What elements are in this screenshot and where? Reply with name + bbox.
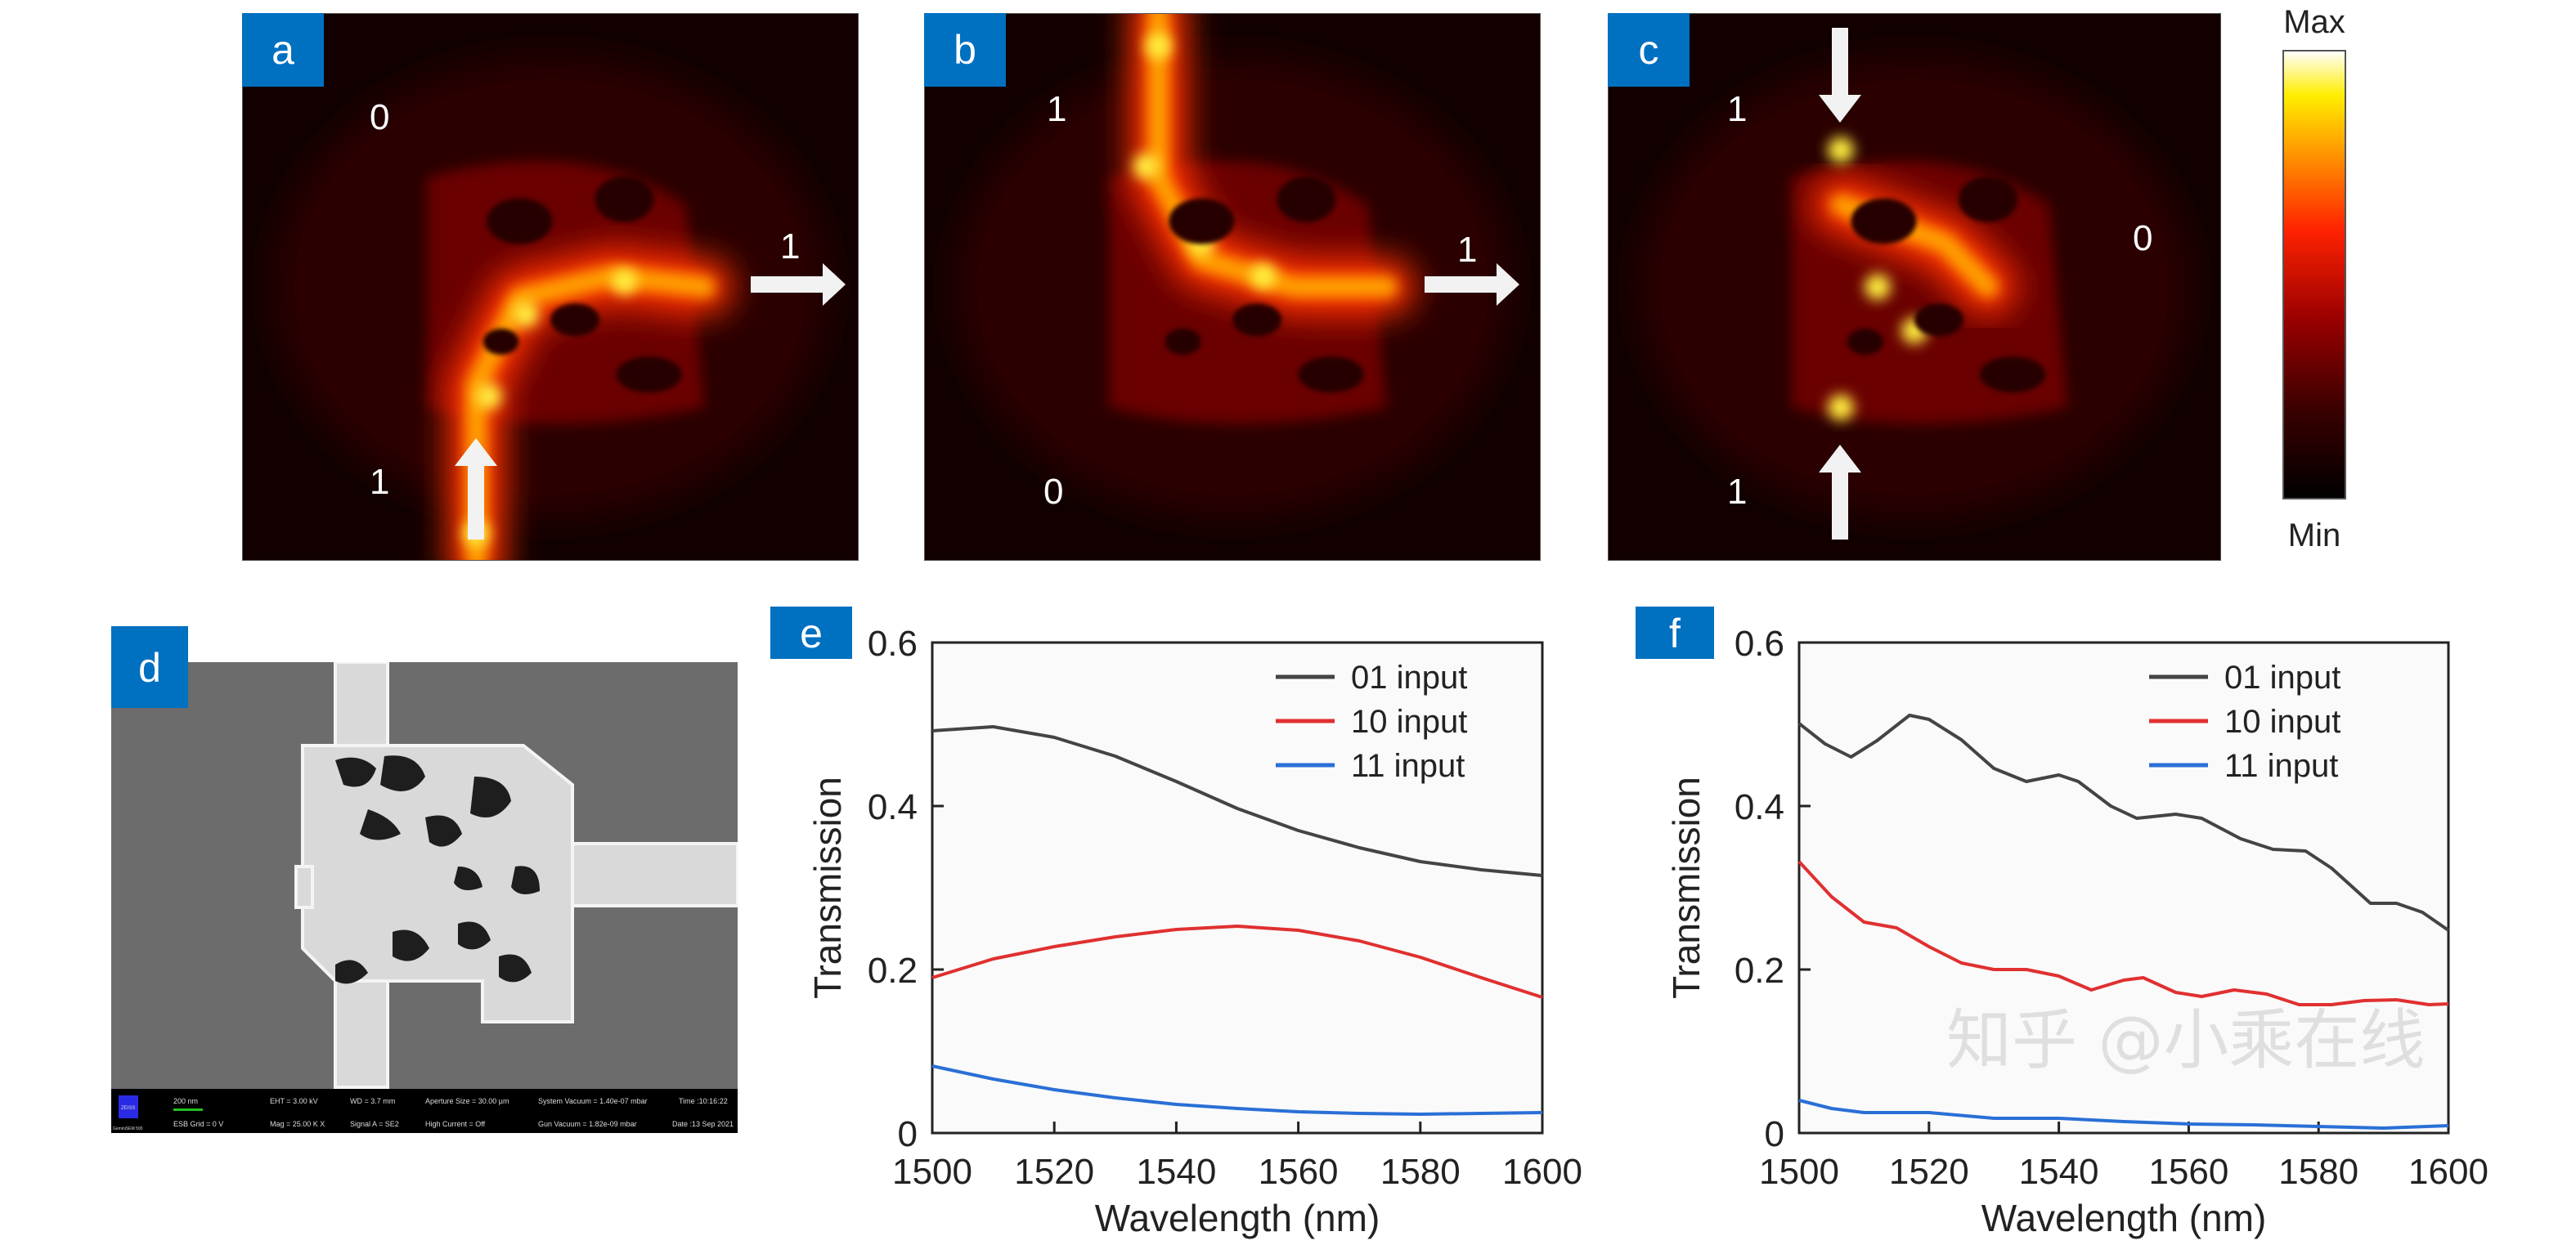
sem-time: Time :10:16:22 bbox=[679, 1097, 728, 1105]
colorbar: Max Min bbox=[2282, 4, 2346, 553]
series-line-10-input bbox=[1797, 860, 2449, 1006]
x-tick-label: 1500 bbox=[892, 1152, 972, 1192]
sem-eht: EHT = 3.00 kV bbox=[270, 1097, 318, 1105]
watermark: 知乎 @小乘在线 bbox=[1946, 1002, 2425, 1078]
legend-entry: 10 input bbox=[2224, 704, 2340, 740]
sem-mag: Mag = 25.00 K X bbox=[270, 1120, 325, 1128]
panel-label-b: b bbox=[924, 13, 1006, 87]
legend-entry: 01 input bbox=[1351, 660, 1467, 696]
colorbar-max-label: Max bbox=[2283, 4, 2345, 40]
panel-label-f: f bbox=[1636, 607, 1714, 659]
y-tick-label: 0.2 bbox=[1735, 951, 1784, 991]
chart-e: 1500 1520 1540 1560 1580 1600 0 0.2 0.4 0.6 Wavele… bbox=[806, 624, 1582, 1239]
x-tick-label: 1580 bbox=[1380, 1152, 1461, 1192]
svg-text:b: b bbox=[954, 27, 976, 73]
port-c-bottom: 1 bbox=[1727, 472, 1747, 512]
sem-esb: ESB Grid = 0 V bbox=[173, 1120, 223, 1128]
y-tick-label: 0.6 bbox=[868, 624, 918, 664]
port-b-right: 1 bbox=[1457, 230, 1477, 270]
port-a-bottom: 1 bbox=[370, 462, 389, 502]
series-line-11-input bbox=[1798, 1099, 2449, 1130]
legend-entry: 11 input bbox=[2224, 748, 2338, 784]
arrow-down-icon bbox=[1819, 28, 1861, 123]
y-axis-label: Transmission bbox=[806, 777, 849, 999]
y-tick-label: 0 bbox=[898, 1114, 918, 1154]
y-tick-label: 0.4 bbox=[868, 787, 918, 827]
svg-text:c: c bbox=[1639, 27, 1659, 73]
sem-aperture: Aperture Size = 30.00 µm bbox=[425, 1097, 509, 1105]
arrow-right-icon bbox=[1425, 263, 1519, 306]
y-tick-label: 0.4 bbox=[1735, 787, 1784, 827]
y-tick-label: 0.6 bbox=[1735, 624, 1784, 664]
series-line-10-input bbox=[931, 925, 1543, 999]
plot-area bbox=[1797, 641, 2450, 1135]
panel-label-e: e bbox=[770, 607, 852, 659]
sem-wd: WD = 3.7 mm bbox=[350, 1097, 395, 1105]
arrow-up-icon bbox=[455, 438, 497, 540]
x-tick-label: 1540 bbox=[1136, 1152, 1216, 1192]
x-axis-label: Wavelength (nm) bbox=[1981, 1197, 2267, 1239]
y-axis-label: Transmission bbox=[1665, 777, 1708, 999]
colorbar-min-label: Min bbox=[2288, 517, 2340, 553]
series-line-01-input bbox=[931, 725, 1543, 877]
sem-system-vacuum: System Vacuum = 1.40e-07 mbar bbox=[538, 1097, 648, 1105]
sem-model: GeminiSEM 500 bbox=[113, 1126, 143, 1131]
x-tick-label: 1520 bbox=[1889, 1152, 1969, 1192]
svg-text:a: a bbox=[272, 27, 294, 73]
svg-text:f: f bbox=[1669, 611, 1681, 656]
chart-f: 1500 1520 1540 1560 1580 1600 0 0.2 0.4 0.6 Wavele… bbox=[1665, 624, 2488, 1239]
sem-logo: ZEISS bbox=[121, 1106, 135, 1111]
field-map-c bbox=[1608, 13, 2221, 561]
series-line-11-input bbox=[931, 1064, 1543, 1116]
sem-high-current: High Current = Off bbox=[425, 1120, 486, 1128]
y-tick-label: 0 bbox=[1765, 1114, 1784, 1154]
port-a-right: 1 bbox=[780, 226, 800, 266]
svg-text:e: e bbox=[800, 611, 823, 656]
sem-gun-vacuum: Gun Vacuum = 1.82e-09 mbar bbox=[538, 1120, 637, 1128]
y-tick-label: 0.2 bbox=[868, 951, 918, 991]
x-tick-label: 1540 bbox=[2019, 1152, 2099, 1192]
x-tick-label: 1500 bbox=[1759, 1152, 1839, 1192]
legend-entry: 11 input bbox=[1351, 748, 1465, 784]
x-axis-label: Wavelength (nm) bbox=[1095, 1197, 1380, 1239]
svg-text:d: d bbox=[138, 645, 161, 691]
panel-label-c: c bbox=[1608, 13, 1690, 87]
legend-entry: 01 input bbox=[2224, 660, 2340, 696]
panel-label-d: d bbox=[111, 626, 188, 708]
arrow-up-icon bbox=[1819, 445, 1861, 540]
port-b-top: 1 bbox=[1047, 89, 1066, 129]
port-c-top: 1 bbox=[1727, 89, 1747, 129]
port-c-right: 0 bbox=[2133, 218, 2152, 258]
x-tick-label: 1600 bbox=[2408, 1152, 2488, 1192]
x-tick-label: 1520 bbox=[1014, 1152, 1094, 1192]
legend-entry: 10 input bbox=[1351, 704, 1467, 740]
sem-scale: 200 nm bbox=[173, 1097, 198, 1105]
sem-image: ZEISS GeminiSEM 500 200 nm ESB Grid = 0 … bbox=[111, 662, 738, 1133]
panel-label-a: a bbox=[242, 13, 324, 87]
port-a-top: 0 bbox=[370, 97, 389, 137]
port-b-bottom: 0 bbox=[1043, 472, 1063, 512]
series-line-01-input bbox=[1797, 714, 2450, 932]
x-tick-label: 1600 bbox=[1502, 1152, 1582, 1192]
sem-date: Date :13 Sep 2021 bbox=[672, 1120, 734, 1128]
x-tick-label: 1560 bbox=[2148, 1152, 2228, 1192]
arrow-right-icon bbox=[751, 263, 846, 306]
plot-area bbox=[931, 641, 1544, 1135]
x-tick-label: 1580 bbox=[2278, 1152, 2358, 1192]
x-tick-label: 1560 bbox=[1259, 1152, 1339, 1192]
sem-signal: Signal A = SE2 bbox=[350, 1120, 399, 1128]
